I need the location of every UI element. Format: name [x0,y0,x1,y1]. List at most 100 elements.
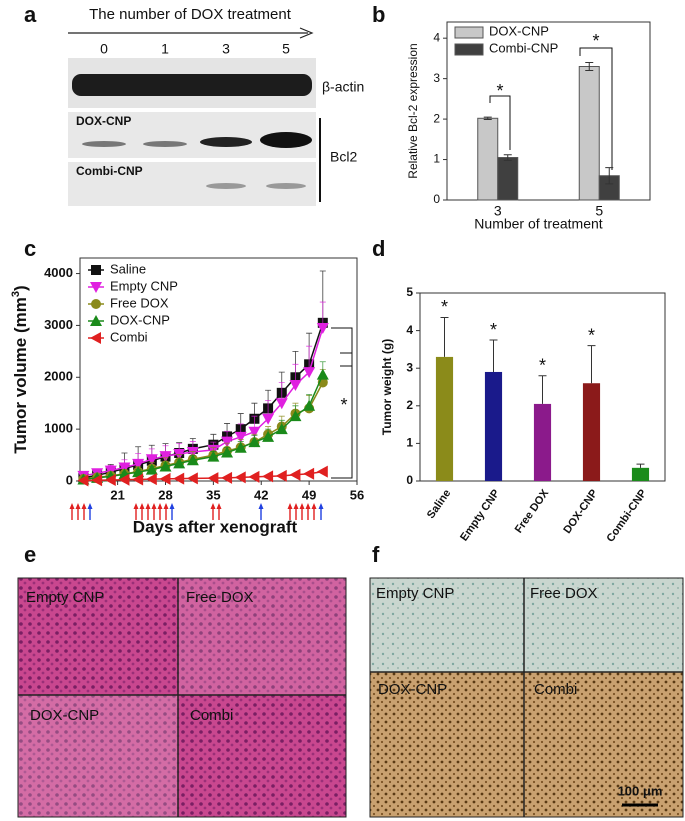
y-axis-label-part: Tumor volume (mm [11,297,30,453]
series-line [83,470,323,482]
y-tick-label: 2000 [44,369,73,384]
marker [118,473,130,486]
legend-swatch [454,26,484,39]
marker [248,426,261,438]
marker [303,467,315,480]
y-tick-label: 1000 [44,421,73,436]
x-tick-label: 3 [494,203,502,219]
plot-frame [79,257,358,482]
bar [435,356,454,481]
marker [234,471,246,484]
marker [275,469,287,482]
y-tick-label: 4 [433,30,440,44]
y-tick-label: 3000 [44,317,73,332]
panel-label: f [372,542,380,567]
blot-label: DOX-CNP [76,114,131,128]
image-label: DOX-CNP [30,707,99,724]
x-axis-label: Days after xenograft [133,517,298,536]
marker [289,380,302,392]
bar [497,157,519,201]
bar [477,117,499,201]
marker [159,451,172,463]
y-tick-label: 0 [406,473,413,487]
bar [533,403,552,481]
marker [221,471,233,484]
marker [132,466,145,478]
histology-image [178,578,346,695]
marker [173,457,186,469]
image-label: Combi [190,707,233,724]
marker [275,398,288,410]
x-tick-label: 28 [158,487,172,502]
panel-label: b [372,2,385,27]
legend-marker [91,299,101,309]
band [266,183,306,189]
blot-label: β-actin [322,79,364,95]
histology-image [524,578,683,672]
significance-bracket [331,327,353,479]
y-tick-label: 0 [66,472,73,487]
band [260,132,312,148]
bar [582,383,601,481]
x-tick-label: 5 [595,203,603,219]
blot-label: Bcl2 [330,149,357,165]
y-tick-label: 3 [433,71,440,85]
treatment-arrow-head [287,503,293,509]
treatment-arrow-head [311,503,317,509]
x-tick-label: 49 [302,487,316,502]
histology-image [370,672,524,817]
marker [221,446,234,458]
treatment-arrow-head [145,503,151,509]
y-tick-label: 2 [406,398,413,412]
treatment-arrow-head [299,503,305,509]
marker [91,474,103,487]
y-axis-label-part: ) [11,285,30,291]
lane-label: 5 [282,41,290,57]
western-blot: The number of DOX treatment 0 1 3 5 β-ac… [68,6,364,206]
marker [275,423,288,435]
marker [145,454,158,466]
legend-label: DOX-CNP [489,23,549,38]
x-tick-label: 35 [206,487,220,502]
significance-mark: * [496,81,503,101]
marker [145,473,157,486]
series-line [83,322,324,479]
x-tick-label: Free DOX [513,487,552,535]
panel-label: a [24,2,37,27]
significance-mark: * [340,395,347,415]
lane-label: 1 [161,41,169,57]
series-line [83,327,324,477]
histology-image [524,672,683,817]
legend-label: Combi [110,329,148,344]
y-tick-label: 4 [406,323,413,337]
legend-marker [91,265,101,275]
image-label: Empty CNP [26,589,104,606]
panel-label: c [24,236,36,261]
legend-label: DOX-CNP [110,312,170,327]
treatment-arrow-head [305,503,311,509]
treatment-arrow-head [69,503,75,509]
band [206,183,246,189]
marker [104,473,116,486]
marker [316,323,329,335]
image-label: Free DOX [530,585,598,602]
y-tick-label: 4000 [44,265,73,280]
plot-frame [446,21,651,201]
histology-image [18,578,178,695]
significance-bracket [489,95,511,150]
marker [145,463,158,475]
image-frame [17,577,347,818]
error-bar [605,167,614,185]
marker [248,436,261,448]
y-tick-label: 1 [406,436,413,450]
marker [234,431,247,443]
histology-e: Empty CNP Free DOX DOX-CNP Combi [17,577,347,818]
x-tick-label: DOX-CNP [561,488,600,536]
y-axis-label: Relative Bcl-2 expression [406,43,420,178]
error-bar [483,116,492,120]
marker [248,470,260,483]
image-divider [18,578,346,817]
treatment-arrow-head [169,503,175,509]
significance-mark: * [441,297,448,317]
histology-f: Empty CNP Free DOX DOX-CNP Combi 100 μm [369,577,684,818]
